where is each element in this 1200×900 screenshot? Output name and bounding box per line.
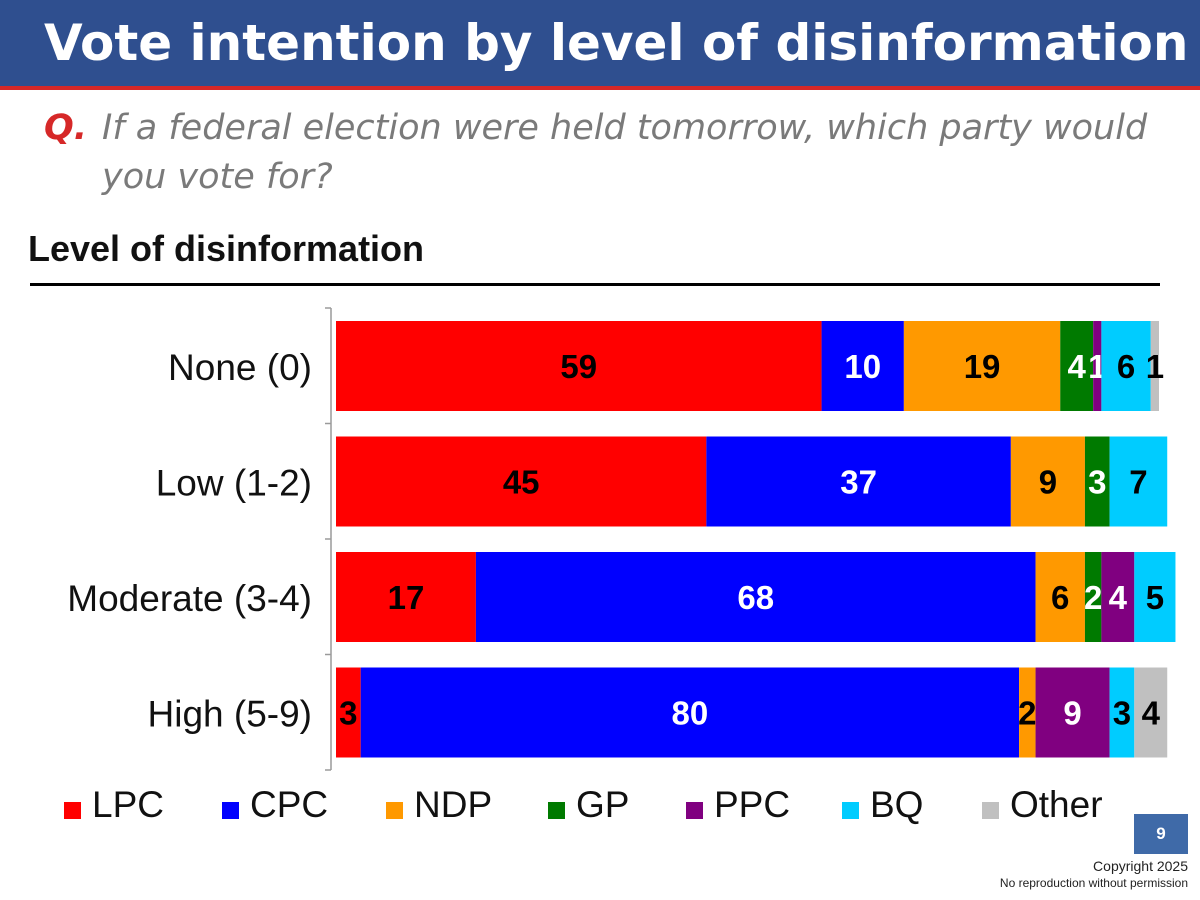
data-label-ndp-none-0: 19: [964, 348, 1001, 385]
heading-rule: [30, 283, 1160, 286]
bar-gp-low-1-2: [1084, 436, 1110, 527]
data-label-bq-high-5-9: 3: [1113, 695, 1131, 732]
data-label-ppc-moderate-3-4: 4: [1109, 579, 1128, 616]
bar-lpc-low-1-2: [336, 436, 707, 527]
copyright-text: Copyright 2025: [1093, 858, 1188, 874]
bar-other-none-0: [1150, 321, 1159, 411]
category-label-none-0: None (0): [168, 347, 312, 388]
data-label-lpc-high-5-9: 3: [339, 695, 357, 732]
question-text: If a federal election were held tomorrow…: [102, 108, 1148, 197]
bar-ndp-none-0: [903, 321, 1061, 411]
title-bar: Vote intention by level of disinformatio…: [0, 0, 1200, 90]
bar-lpc-moderate-3-4: [336, 552, 476, 642]
bar-lpc-none-0: [336, 321, 822, 411]
data-label-bq-low-1-2: 7: [1129, 464, 1147, 501]
bar-ndp-moderate-3-4: [1035, 552, 1085, 642]
chart-legend: LPC CPC NDP GP PPC BQ Other: [64, 782, 1144, 834]
category-label-high-5-9: High (5-9): [148, 694, 313, 735]
bar-bq-none-0: [1101, 321, 1151, 411]
legend-label-ppc: PPC: [714, 784, 791, 825]
bar-lpc-high-5-9: [336, 667, 361, 758]
bar-gp-moderate-3-4: [1084, 552, 1102, 642]
category-label-moderate-3-4: Moderate (3-4): [67, 578, 312, 619]
legend-swatch-ppc: [686, 802, 703, 819]
data-label-lpc-low-1-2: 45: [503, 464, 540, 501]
legend-swatch-other: [982, 802, 999, 819]
bar-cpc-high-5-9: [360, 667, 1020, 758]
bar-cpc-none-0: [821, 321, 904, 411]
data-label-gp-moderate-3-4: 2: [1084, 579, 1102, 616]
data-label-gp-none-0: 4: [1068, 348, 1087, 385]
data-label-bq-none-0: 6: [1117, 348, 1135, 385]
chart-heading: Level of disinformation: [28, 228, 425, 269]
data-label-cpc-high-5-9: 80: [672, 695, 709, 732]
legend-label-ndp: NDP: [414, 784, 493, 825]
bar-bq-moderate-3-4: [1134, 552, 1176, 642]
bar-ppc-none-0: [1093, 321, 1102, 411]
data-label-ndp-high-5-9: 2: [1018, 695, 1036, 732]
data-label-cpc-moderate-3-4: 68: [737, 579, 774, 616]
copyright-notice: Copyright 2025 No reproduction without p…: [1000, 858, 1188, 891]
legend-label-bq: BQ: [870, 784, 924, 825]
data-label-lpc-none-0: 59: [560, 348, 597, 385]
legend-swatch-lpc: [64, 802, 81, 819]
legend-label-cpc: CPC: [250, 784, 329, 825]
data-label-gp-low-1-2: 3: [1088, 464, 1106, 501]
bar-gp-none-0: [1060, 321, 1094, 411]
data-label-lpc-moderate-3-4: 17: [388, 579, 425, 616]
data-label-cpc-none-0: 10: [844, 348, 881, 385]
legend-swatch-ndp: [386, 802, 403, 819]
data-label-ndp-moderate-3-4: 6: [1051, 579, 1069, 616]
legend-swatch-bq: [842, 802, 859, 819]
page-title: Vote intention by level of disinformatio…: [44, 14, 1189, 72]
data-label-ndp-low-1-2: 9: [1039, 464, 1057, 501]
legend-label-gp: GP: [576, 784, 630, 825]
legend-label-lpc: LPC: [92, 784, 164, 825]
bar-ppc-high-5-9: [1035, 667, 1110, 758]
bar-cpc-low-1-2: [706, 436, 1011, 527]
data-label-other-none-0: 1: [1146, 348, 1164, 385]
bar-other-high-5-9: [1134, 667, 1168, 758]
bar-cpc-moderate-3-4: [475, 552, 1036, 642]
legend-swatch-gp: [548, 802, 565, 819]
bar-bq-high-5-9: [1109, 667, 1135, 758]
data-label-bq-moderate-3-4: 5: [1146, 579, 1164, 616]
category-label-low-1-2: Low (1-2): [156, 463, 312, 504]
reproduction-notice: No reproduction without permission: [999, 876, 1188, 890]
page-number: 9: [1134, 814, 1188, 854]
data-label-other-high-5-9: 4: [1142, 695, 1161, 732]
bar-bq-low-1-2: [1109, 436, 1168, 527]
data-label-cpc-low-1-2: 37: [840, 464, 877, 501]
bar-ppc-moderate-3-4: [1101, 552, 1135, 642]
bar-ndp-high-5-9: [1019, 667, 1036, 758]
data-label-ppc-high-5-9: 9: [1063, 695, 1081, 732]
bar-ndp-low-1-2: [1010, 436, 1085, 527]
legend-label-other: Other: [1010, 784, 1103, 825]
legend-swatch-cpc: [222, 802, 239, 819]
question-prefix: Q.: [44, 108, 88, 148]
